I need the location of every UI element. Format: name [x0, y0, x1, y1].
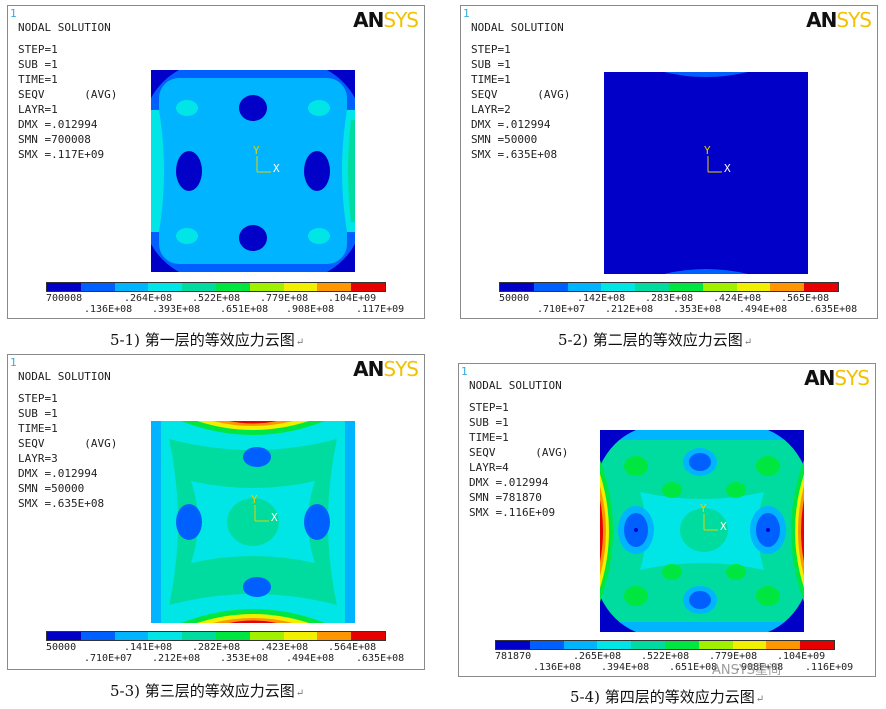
contour-panel-3: 1 ANSYS NODAL SOLUTION STEP=1 SUB =1 TIME=1… — [7, 354, 425, 670]
svg-text:Y: Y — [251, 493, 258, 506]
ansys-logo: ANSYS — [806, 8, 872, 32]
color-legend: 50000 .142E+08 .283E+08 .424E+08 .565E+0… — [499, 282, 858, 315]
axis-triad — [254, 505, 269, 522]
axis-triad — [707, 156, 722, 173]
contour-plot-layer-2: Y X — [604, 72, 808, 274]
window-number: 1 — [10, 7, 17, 20]
legend-colorbar — [499, 282, 839, 292]
legend-row-bottom: .710E+07 .212E+08 .353E+08 .494E+08 .635… — [84, 653, 405, 664]
legend-colorbar — [46, 282, 386, 292]
solution-title: NODAL SOLUTION — [18, 21, 111, 34]
solution-title: NODAL SOLUTION — [469, 379, 562, 392]
solution-info: NODAL SOLUTION STEP=1 SUB =1 TIME=1 SEQV (AV… — [18, 21, 118, 161]
contour-plot-layer-3: Y X — [151, 421, 355, 623]
solution-title: NODAL SOLUTION — [18, 370, 111, 383]
svg-text:X: X — [273, 162, 280, 175]
color-legend: 50000 .141E+08 .282E+08 .423E+08 .564E+0… — [46, 631, 405, 664]
axis-triad — [256, 156, 271, 173]
svg-text:Y: Y — [700, 502, 707, 515]
caption-2: 5-2) 第二层的等效应力云图↵ — [558, 331, 753, 349]
legend-row-bottom: .136E+08 .393E+08 .651E+08 .908E+08 .117… — [84, 304, 405, 315]
svg-text:Y: Y — [704, 144, 711, 157]
legend-row-bottom: .710E+07 .212E+08 .353E+08 .494E+08 .635… — [537, 304, 858, 315]
svg-text:Y: Y — [253, 144, 260, 157]
legend-row-top: 700008 .264E+08 .522E+08 .779E+08 .104E+… — [46, 293, 377, 304]
contour-panel-2: 1 ANSYS NODAL SOLUTION STEP=1 SUB =1 TIME=1… — [460, 5, 878, 319]
svg-text:X: X — [720, 520, 727, 533]
color-legend: 700008 .264E+08 .522E+08 .779E+08 .104E+… — [46, 282, 405, 315]
watermark: ANSYS星间 — [712, 663, 782, 678]
contour-plot-layer-1: Y X — [151, 70, 355, 272]
contour-panel-1: 1 ANSYS NODAL SOLUTION STEP=1 SUB =1 TIME=1… — [7, 5, 425, 319]
window-number: 1 — [463, 7, 470, 20]
caption-1: 5-1) 第一层的等效应力云图↵ — [110, 331, 305, 349]
legend-colorbar — [495, 640, 835, 650]
solution-info: NODAL SOLUTION STEP=1 SUB =1 TIME=1 SEQV (AV… — [469, 379, 569, 519]
caption-4: 5-4) 第四层的等效应力云图↵ — [570, 688, 765, 706]
solution-title: NODAL SOLUTION — [471, 21, 564, 34]
ansys-logo: ANSYS — [804, 366, 870, 390]
window-number: 1 — [10, 356, 17, 369]
solution-info: NODAL SOLUTION STEP=1 SUB =1 TIME=1 SEQV (AV… — [18, 370, 118, 510]
color-legend: 781870 .265E+08 .522E+08 .779E+08 .104E+… — [495, 640, 854, 673]
axis-triad — [703, 514, 718, 531]
legend-colorbar — [46, 631, 386, 641]
legend-row-top: 50000 .142E+08 .283E+08 .424E+08 .565E+0… — [499, 293, 830, 304]
ansys-logo: ANSYS — [353, 357, 419, 381]
legend-row-top: 781870 .265E+08 .522E+08 .779E+08 .104E+… — [495, 651, 826, 662]
solution-info: NODAL SOLUTION STEP=1 SUB =1 TIME=1 SEQV (AV… — [471, 21, 571, 161]
ansys-logo: ANSYS — [353, 8, 419, 32]
legend-row-top: 50000 .141E+08 .282E+08 .423E+08 .564E+0… — [46, 642, 377, 653]
svg-text:X: X — [724, 162, 731, 175]
legend-row-bottom: .136E+08 .394E+08 .651E+08 .908E+08 .116… — [533, 662, 854, 673]
svg-text:X: X — [271, 511, 278, 524]
window-number: 1 — [461, 365, 468, 378]
contour-panel-4: 1 ANSYS NODAL SOLUTION STEP=1 SUB =1 TIME=1… — [458, 363, 876, 677]
caption-3: 5-3) 第三层的等效应力云图↵ — [110, 682, 305, 700]
contour-plot-layer-4: Y X — [600, 430, 804, 632]
